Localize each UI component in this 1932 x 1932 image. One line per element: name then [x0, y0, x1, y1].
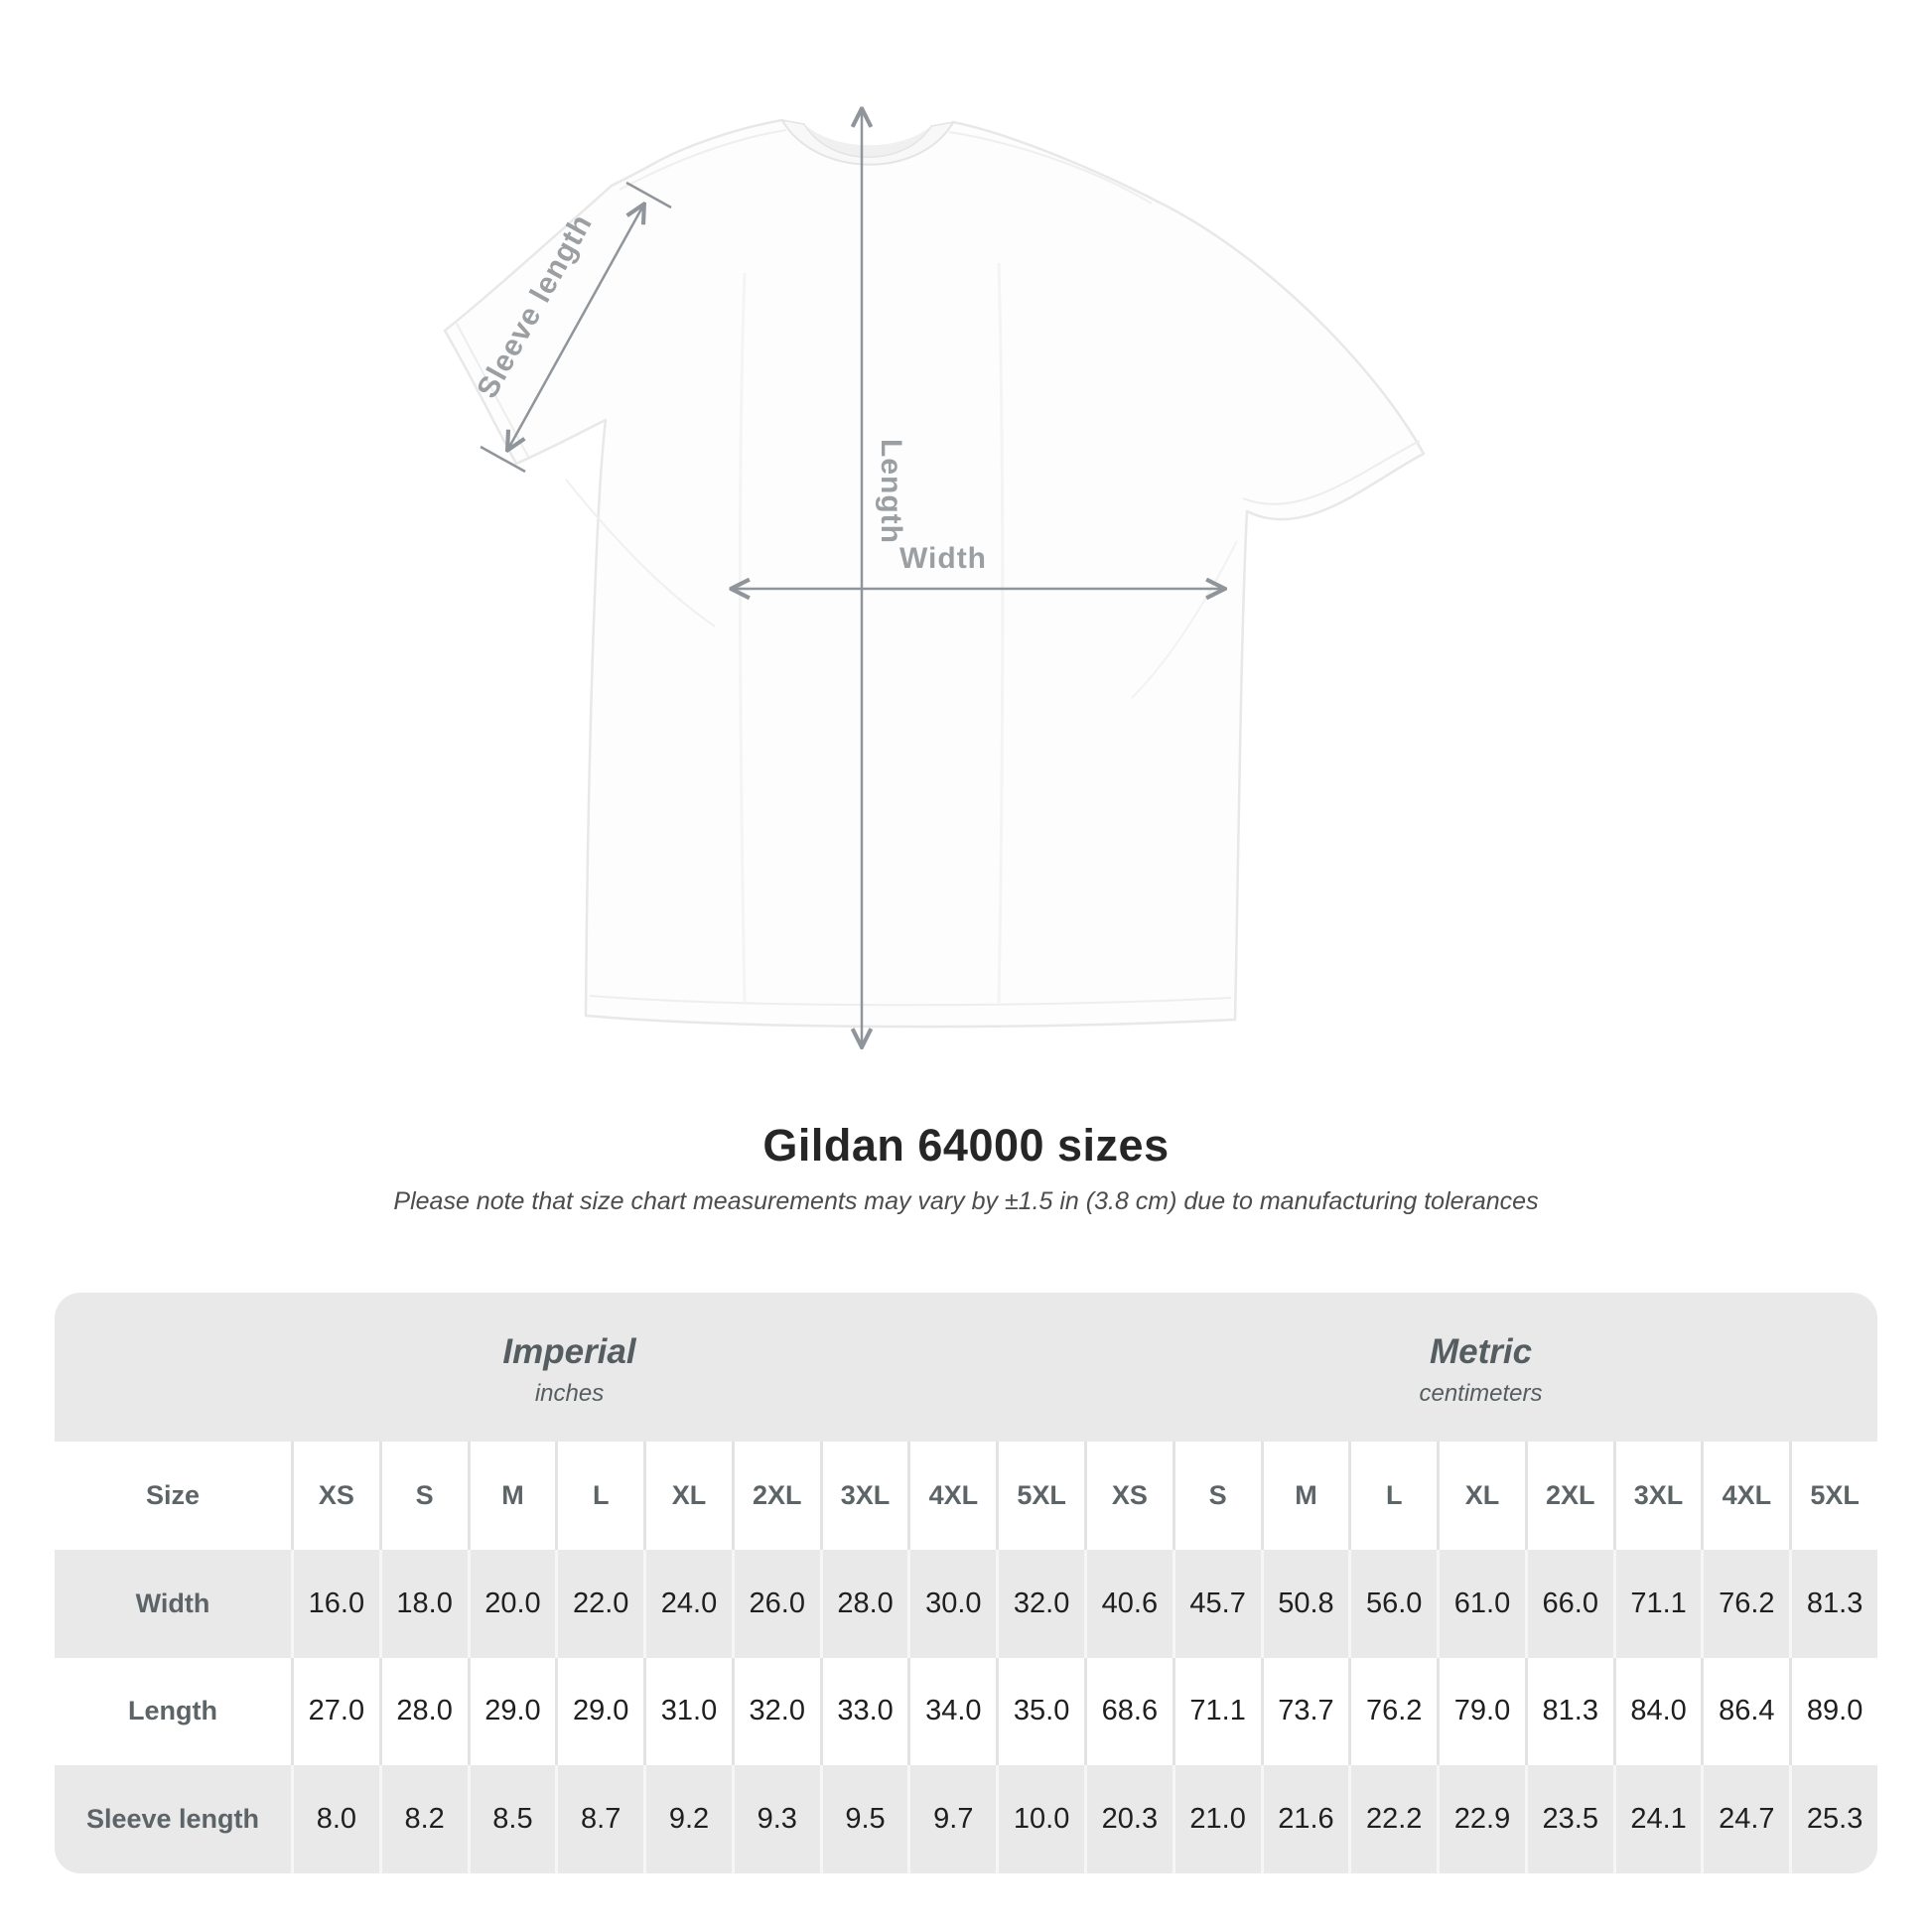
- value-cell: 79.0: [1437, 1657, 1525, 1766]
- value-cell: 32.0: [996, 1549, 1084, 1658]
- value-cell: 28.0: [378, 1657, 468, 1766]
- value-cell: 30.0: [907, 1549, 996, 1658]
- row-label-length: Length: [55, 1657, 291, 1766]
- value-cell: 23.5: [1524, 1765, 1613, 1873]
- size-header-cell: L: [1348, 1442, 1438, 1550]
- imperial-group-header: Imperial inches: [55, 1293, 1084, 1442]
- size-header-cell: 2XL: [1524, 1442, 1613, 1550]
- value-cell: 56.0: [1348, 1549, 1437, 1658]
- value-cell: 8.5: [467, 1765, 556, 1873]
- value-cell: 32.0: [731, 1657, 820, 1766]
- value-cell: 29.0: [467, 1657, 556, 1766]
- value-cell: 40.6: [1084, 1549, 1173, 1658]
- imperial-group-unit: inches: [534, 1380, 605, 1407]
- size-header-cell: 3XL: [819, 1442, 908, 1550]
- value-cell: 27.0: [291, 1657, 379, 1766]
- value-cell: 34.0: [907, 1657, 997, 1766]
- size-header-cell: 4XL: [1701, 1442, 1790, 1550]
- tshirt-illustration: Length Width Sleeve length: [443, 74, 1426, 1067]
- tshirt-measurement-diagram: Length Width Sleeve length: [417, 74, 1449, 1067]
- value-cell: 73.7: [1260, 1657, 1349, 1766]
- value-cell: 29.0: [555, 1657, 644, 1766]
- value-cell: 76.2: [1701, 1549, 1789, 1658]
- size-header-cell: XS: [291, 1442, 379, 1550]
- tolerance-note: Please note that size chart measurements…: [393, 1187, 1539, 1215]
- value-cell: 9.2: [643, 1765, 732, 1873]
- length-dimension-label: Length: [875, 439, 907, 544]
- value-cell: 10.0: [996, 1765, 1084, 1873]
- value-cell: 9.7: [907, 1765, 996, 1873]
- value-cell: 71.1: [1172, 1657, 1261, 1766]
- metric-group-header: Metric centimeters: [1084, 1293, 1877, 1442]
- size-header-cell: L: [555, 1442, 644, 1550]
- size-header-cell: XS: [1084, 1442, 1173, 1550]
- width-dimension-label: Width: [899, 542, 987, 575]
- value-cell: 20.3: [1084, 1765, 1173, 1873]
- size-header-cell: S: [1172, 1442, 1261, 1550]
- value-cell: 24.1: [1612, 1765, 1702, 1873]
- value-cell: 26.0: [731, 1549, 820, 1658]
- value-cell: 8.7: [555, 1765, 643, 1873]
- value-cell: 35.0: [996, 1657, 1084, 1766]
- value-cell: 71.1: [1612, 1549, 1702, 1658]
- value-cell: 18.0: [378, 1549, 468, 1658]
- row-label-sleeve-length: Sleeve length: [85, 1804, 260, 1835]
- value-cell: 45.7: [1172, 1549, 1261, 1658]
- metric-group-title: Metric: [1429, 1332, 1533, 1371]
- value-cell: 24.0: [643, 1549, 732, 1658]
- size-table: Imperial inches Metric centimeters Size …: [55, 1293, 1877, 1873]
- value-cell: 20.0: [467, 1549, 556, 1658]
- value-cell: 50.8: [1260, 1549, 1349, 1658]
- imperial-group-title: Imperial: [502, 1332, 636, 1371]
- value-cell: 25.3: [1789, 1765, 1877, 1873]
- value-cell: 66.0: [1524, 1549, 1613, 1658]
- size-header-cell: XL: [643, 1442, 732, 1550]
- value-cell: 22.0: [555, 1549, 643, 1658]
- size-header-cell: XL: [1437, 1442, 1525, 1550]
- metric-group-unit: centimeters: [1419, 1380, 1543, 1407]
- value-cell: 16.0: [291, 1549, 379, 1658]
- size-header-cell: 4XL: [907, 1442, 997, 1550]
- row-label-width: Width: [135, 1587, 210, 1618]
- value-cell: 24.7: [1701, 1765, 1789, 1873]
- value-cell: 86.4: [1701, 1657, 1790, 1766]
- value-cell: 61.0: [1437, 1549, 1525, 1658]
- size-header-cell: 5XL: [996, 1442, 1084, 1550]
- value-cell: 28.0: [819, 1549, 908, 1658]
- value-cell: 21.6: [1260, 1765, 1349, 1873]
- value-cell: 8.2: [378, 1765, 468, 1873]
- value-cell: 89.0: [1789, 1657, 1877, 1766]
- value-cell: 9.3: [731, 1765, 820, 1873]
- tshirt-shape: [443, 118, 1426, 1029]
- value-cell: 81.3: [1789, 1549, 1877, 1658]
- page-title: Gildan 64000 sizes: [762, 1120, 1170, 1171]
- size-header-cell: M: [1260, 1442, 1349, 1550]
- size-header-cell: 2XL: [731, 1442, 820, 1550]
- value-cell: 9.5: [819, 1765, 908, 1873]
- value-cell: 22.9: [1437, 1765, 1525, 1873]
- size-column-header: Size: [55, 1442, 291, 1550]
- value-cell: 76.2: [1348, 1657, 1438, 1766]
- value-cell: 31.0: [643, 1657, 732, 1766]
- sleeve-dimension-tick-bottom: [480, 445, 526, 474]
- value-cell: 81.3: [1524, 1657, 1613, 1766]
- sleeve-dimension-tick-top: [625, 181, 672, 209]
- sleeve-length-dimension-arrow: [508, 206, 643, 449]
- value-cell: 84.0: [1612, 1657, 1702, 1766]
- value-cell: 8.0: [291, 1765, 379, 1873]
- size-header-cell: M: [467, 1442, 556, 1550]
- size-header-cell: 3XL: [1612, 1442, 1702, 1550]
- size-header-cell: 5XL: [1789, 1442, 1877, 1550]
- value-cell: 33.0: [819, 1657, 908, 1766]
- heading-block: Gildan 64000 sizes Please note that size…: [0, 1120, 1932, 1216]
- value-cell: 68.6: [1084, 1657, 1173, 1766]
- size-header-cell: S: [378, 1442, 468, 1550]
- value-cell: 21.0: [1172, 1765, 1261, 1873]
- value-cell: 22.2: [1348, 1765, 1437, 1873]
